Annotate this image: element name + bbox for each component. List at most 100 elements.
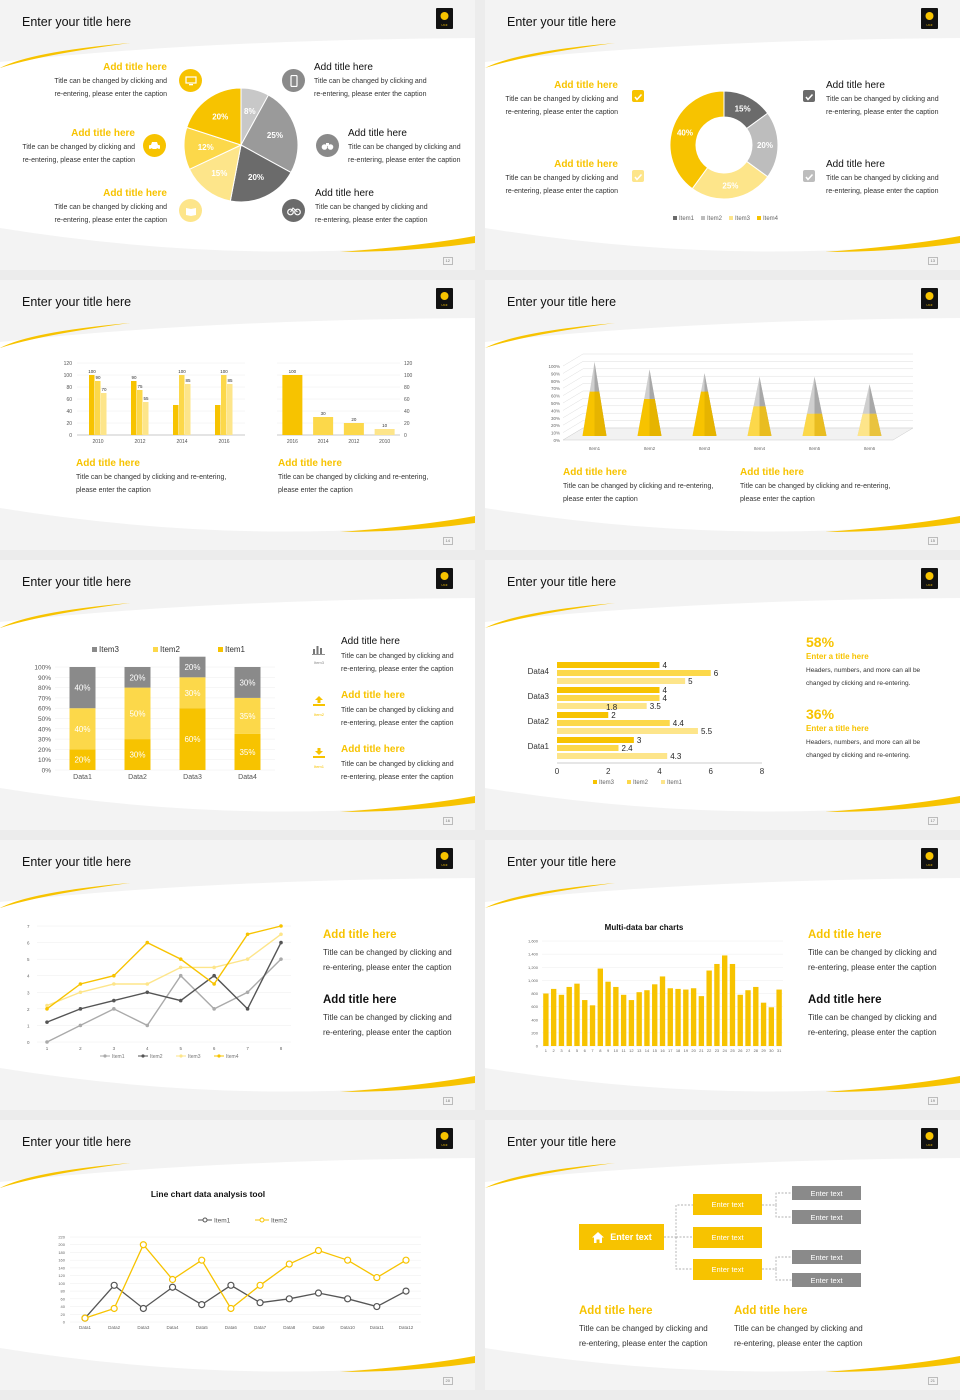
- bar: [753, 986, 759, 1046]
- cone-yellow-shade: [869, 413, 882, 436]
- root-node[interactable]: Enter text: [579, 1224, 664, 1250]
- right-caption-2: Title can be changed by clicking and re-e…: [826, 175, 939, 195]
- x-tick: Data12: [399, 1325, 414, 1330]
- slide-decoration: [0, 280, 475, 550]
- legend-label: Item4: [763, 216, 779, 222]
- x-tick: 24: [722, 1048, 727, 1053]
- x-tick: 3: [113, 1046, 116, 1051]
- hbar: [557, 720, 670, 726]
- y-tick: 2: [27, 1007, 30, 1012]
- data-point: [212, 965, 216, 970]
- x-tick: 16: [660, 1048, 665, 1053]
- legend-label: Item3: [188, 1054, 201, 1060]
- pie-label: 25%: [267, 131, 283, 140]
- grid-line: [562, 398, 913, 411]
- svg-text:UCF: UCF: [926, 303, 932, 307]
- stacked-bar: [179, 656, 206, 678]
- series-line: [84, 1284, 407, 1319]
- legend-swatch: [729, 216, 733, 220]
- bar: [613, 986, 619, 1046]
- data-label: 70: [101, 387, 107, 392]
- hbar: [557, 695, 660, 701]
- data-label: 1.8: [606, 703, 618, 712]
- bar: [706, 970, 712, 1046]
- leaf-node[interactable]: Enter text: [792, 1210, 861, 1224]
- heading-2: Add title here: [323, 994, 397, 1006]
- bar: [636, 992, 642, 1046]
- grid-line: [562, 412, 913, 426]
- cone-yellow-shade: [759, 406, 772, 436]
- heading-2: Add title here: [740, 467, 804, 478]
- pie-chart: 8% 25% 20% 15% 12% 20%: [183, 87, 299, 203]
- x-tick: 2016: [287, 439, 298, 445]
- hbar: [557, 753, 668, 759]
- y-tick: 160: [58, 1258, 65, 1263]
- horizontal-bar-chart: 0 2 4 6 8Data132.44.3Data224.45.5Data3443.5D…: [528, 661, 765, 786]
- logo: UCF: [436, 288, 453, 309]
- legend-swatch: [701, 216, 705, 220]
- legend-label: Item2: [150, 1054, 163, 1060]
- y-tick: 0%: [553, 438, 560, 443]
- heading-2: Add title here: [808, 994, 882, 1006]
- checkbox-checked-icon[interactable]: [632, 170, 644, 182]
- binoculars-icon: [316, 134, 339, 157]
- bar: [101, 393, 107, 435]
- heading-2: Add title here: [341, 690, 405, 701]
- leaf-node[interactable]: Enter text: [792, 1186, 861, 1200]
- mid-node[interactable]: Enter text: [693, 1259, 762, 1280]
- legend-label: Item4: [226, 1054, 239, 1060]
- stacked-bar: [179, 677, 206, 709]
- caption-1: Title can be changed by clicking and re-…: [76, 474, 227, 494]
- pie-slice: [186, 87, 242, 146]
- logo: UCF: [436, 1128, 453, 1149]
- page-number: 15: [927, 537, 938, 545]
- x-tick: 8: [760, 767, 765, 776]
- data-point: [212, 1007, 216, 1011]
- leaf-node[interactable]: Enter text: [792, 1250, 861, 1264]
- y-tick: 1,000: [528, 978, 539, 983]
- pie-slice: [188, 144, 242, 202]
- checkbox-checked-icon[interactable]: [632, 90, 644, 102]
- leaf-node[interactable]: Enter text: [792, 1273, 861, 1287]
- right-heading-3: Add title here: [315, 188, 374, 199]
- x-tick: Item3: [699, 446, 711, 451]
- legend-label: Item3: [99, 645, 120, 654]
- download-icon: Item1: [312, 746, 326, 769]
- x-tick: Data2: [108, 1325, 121, 1330]
- x-tick: 7: [591, 1048, 594, 1053]
- cone-chart: 0% 10% 20% 30% 40% 50% 60% 70% 80% 90% 100% Item1 It…: [548, 353, 914, 451]
- data-label: 5.5: [701, 727, 713, 736]
- x-tick: Data1: [79, 1325, 92, 1330]
- svg-text:UCF: UCF: [441, 863, 447, 867]
- bar: [131, 381, 137, 435]
- checkbox-checked-icon[interactable]: [803, 170, 815, 182]
- mid-node[interactable]: Enter text: [693, 1194, 762, 1215]
- x-tick: Item5: [809, 446, 821, 451]
- y-tick: 0: [69, 433, 72, 439]
- mid-node[interactable]: Enter text: [693, 1227, 762, 1248]
- caption-2: Title can be changed by clicking and re-e…: [341, 707, 454, 727]
- caption-1: Title can be changed by clicking and re-e…: [808, 948, 937, 972]
- stat-value-1: 58%: [806, 634, 835, 650]
- x-tick: 8: [599, 1048, 602, 1053]
- checkbox-checked-icon[interactable]: [803, 90, 815, 102]
- legend-swatch: [218, 647, 223, 652]
- data-label: 4: [663, 661, 668, 670]
- left-caption-2: Title can be changed by clicking and re-e…: [22, 144, 135, 164]
- svg-text:UCF: UCF: [926, 1143, 932, 1147]
- page-number: 19: [927, 1097, 938, 1105]
- x-tick: 4: [568, 1048, 571, 1053]
- page-number: 16: [442, 817, 453, 825]
- donut-label: 40%: [677, 128, 693, 137]
- data-point: [279, 932, 283, 937]
- y-tick: 220: [58, 1235, 65, 1240]
- y-tick: 80%: [38, 685, 51, 692]
- y-tick: 30%: [38, 737, 51, 744]
- stat-value-2: 36%: [806, 706, 835, 722]
- heading-1: Add title here: [76, 458, 140, 469]
- left-caption-1: Title can be changed by clicking and re-e…: [505, 96, 618, 116]
- page-number: 13: [927, 257, 938, 265]
- y-tick: 100%: [548, 364, 560, 369]
- x-tick: 18: [676, 1048, 681, 1053]
- x-tick: 17: [668, 1048, 673, 1053]
